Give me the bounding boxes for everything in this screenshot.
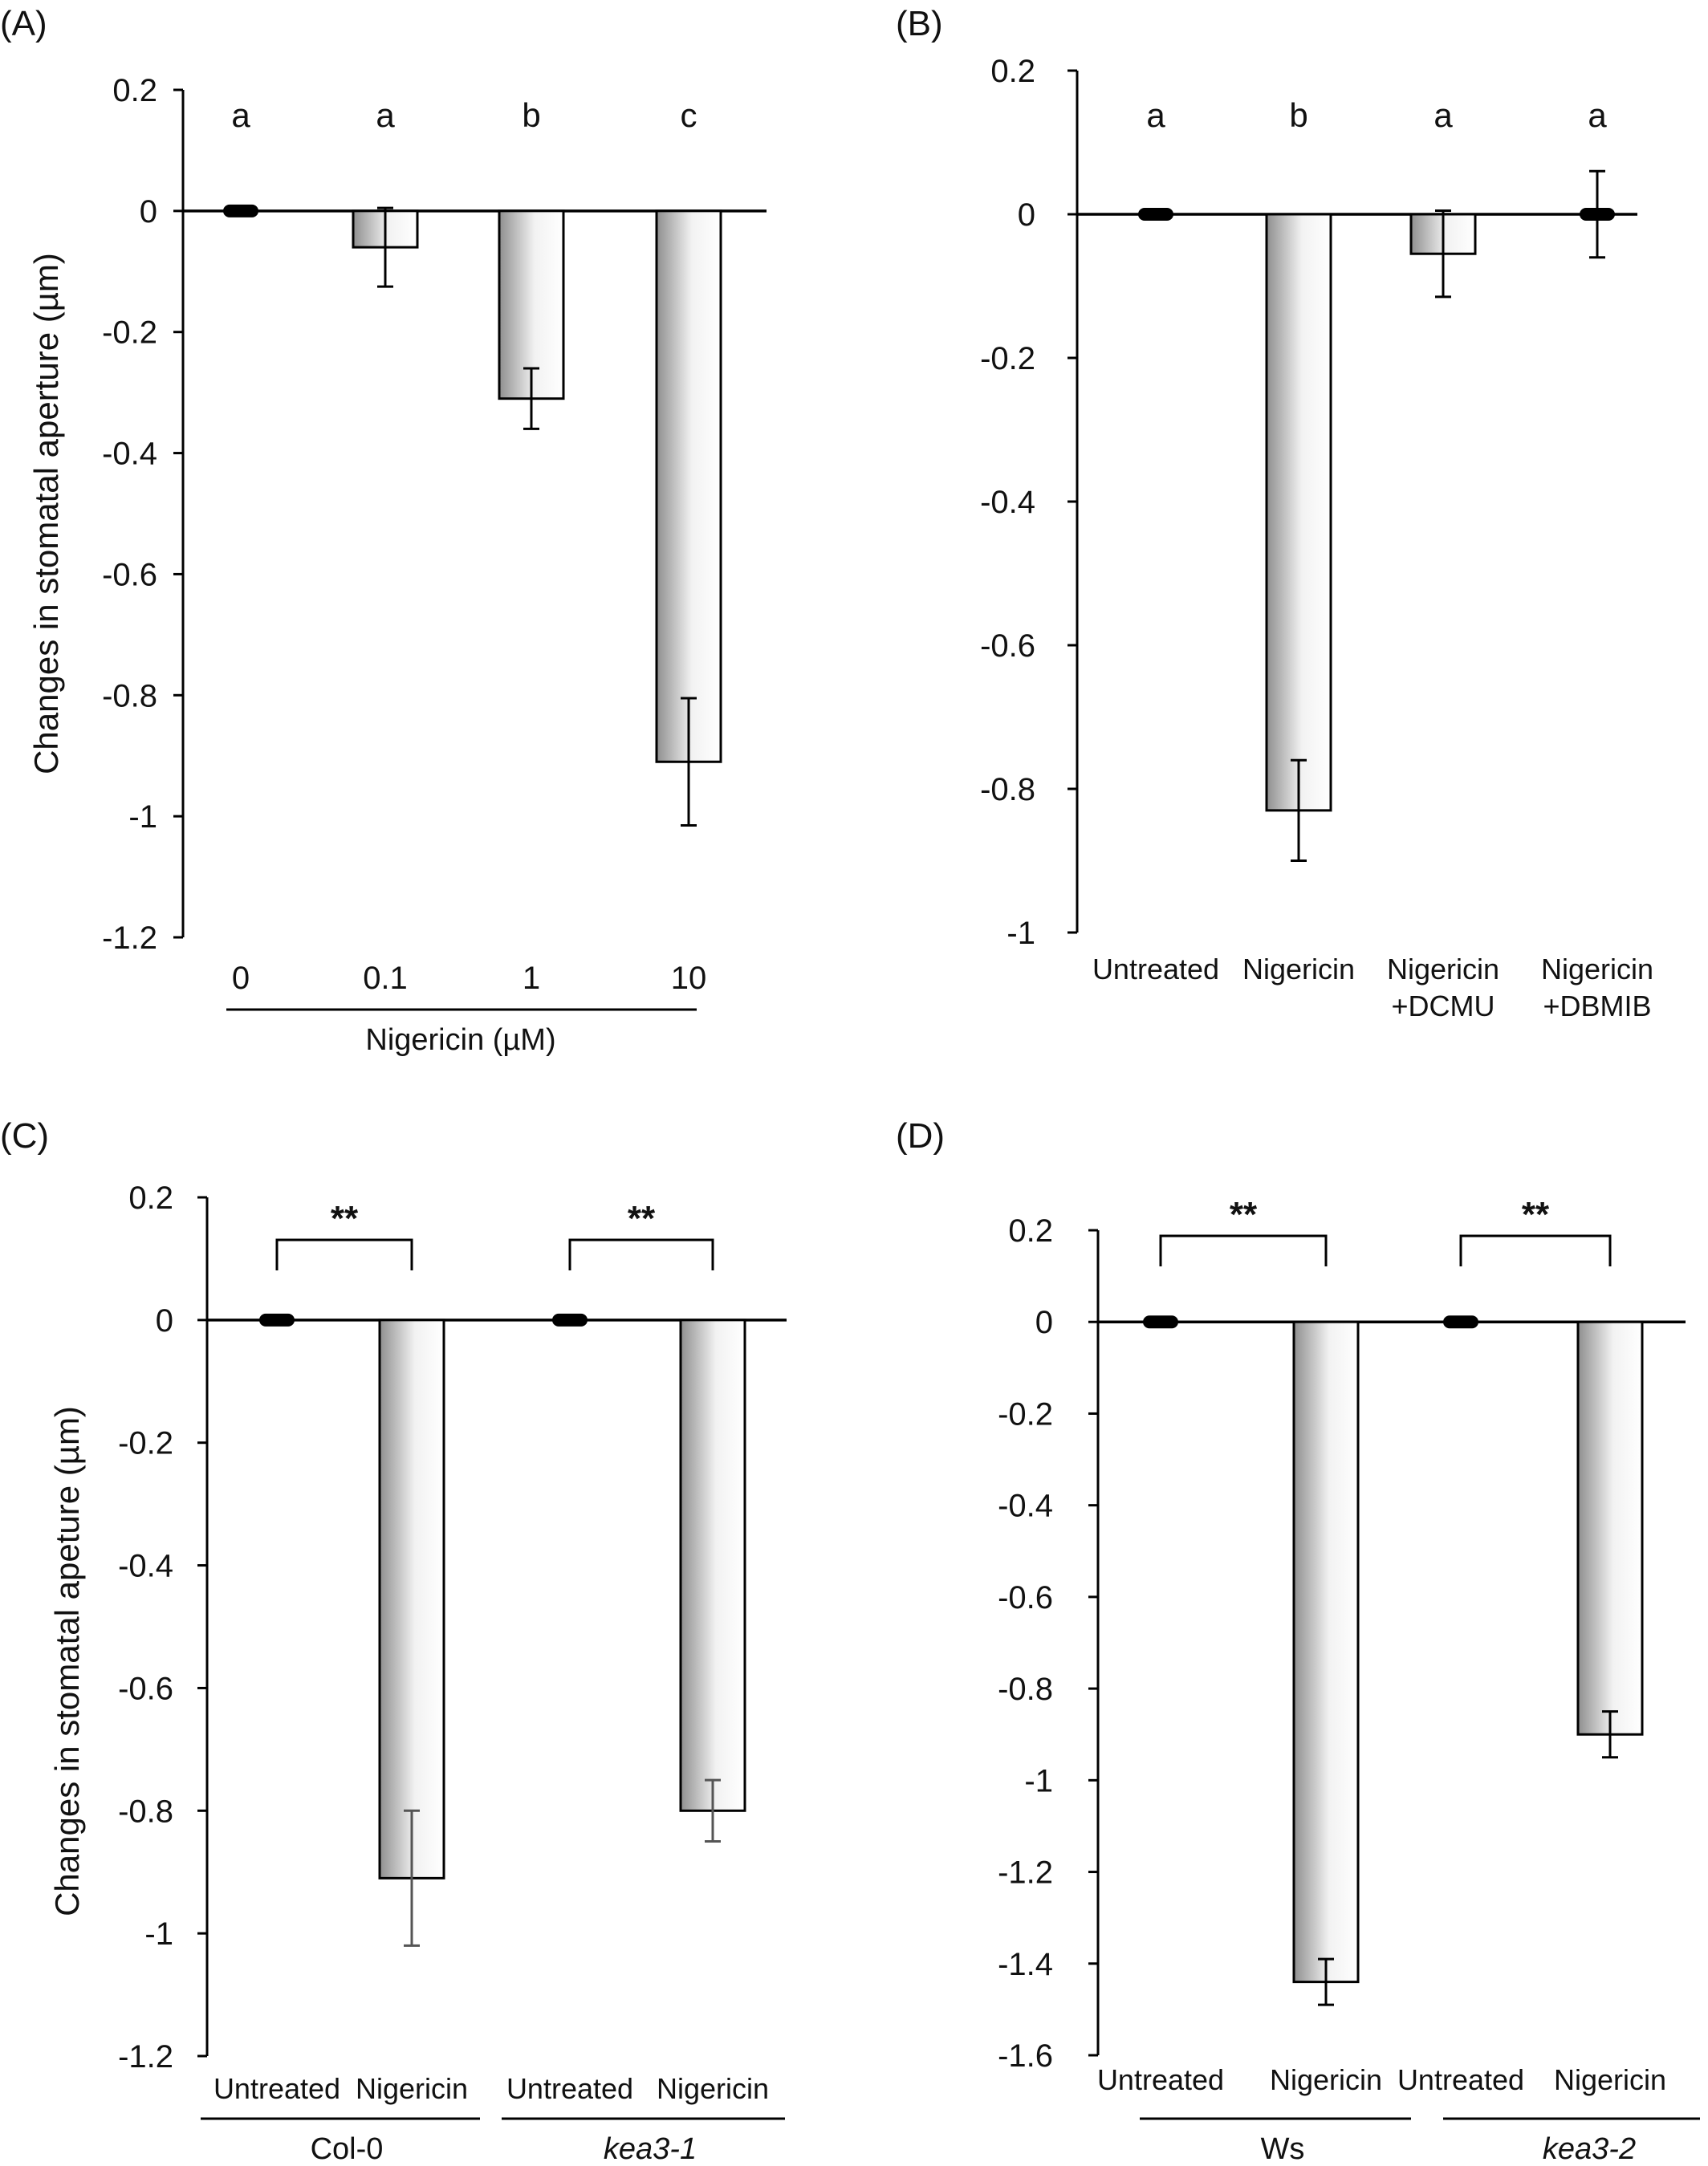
panel-a-label: (A) (0, 4, 47, 43)
panel-b-y-tick-label: -0.2 (980, 341, 1035, 376)
panel-d-y-tick-label: -1.2 (998, 1855, 1053, 1891)
panel-a-y-tick-label: -0.8 (102, 678, 157, 713)
panel-a-plot: 0.2 0 -0.2 -0.4 -0.6 -0.8 -1 -1.2 a a b c 0 0.1 1 10 (102, 73, 767, 1011)
panel-a-y-tick-label: 0.2 (112, 73, 157, 108)
panel-c-significance-bracket (568, 1238, 714, 1270)
panel-d-bar-zero (1443, 1315, 1478, 1329)
panel-c-bar-zero (259, 1313, 295, 1327)
panel-d-y-tick-label: -1 (1024, 1763, 1053, 1798)
panel-d: (D) 0.2 0 -0.2 -0.4 -0.6 -0.8 -1 -1.2 -1.4 -1.6 Un… (896, 1116, 1700, 2166)
panel-a-bar (655, 209, 722, 763)
panel-a-x-axis-label: Nigericin (µM) (365, 1023, 555, 1057)
panel-b-label: (B) (896, 4, 943, 43)
panel-b-significance-letter: a (1434, 96, 1453, 134)
panel-c-bar-zero (552, 1313, 588, 1327)
panel-c-y-tick-label: 0.2 (128, 1181, 173, 1216)
panel-a-y-tick-label: -1 (128, 799, 157, 835)
panel-b-x-tick-label: Nigericin (1387, 953, 1499, 985)
panel-c-y-tick-label: -1.2 (118, 2039, 173, 2075)
panel-d-y-tick-label: 0.2 (1008, 1213, 1053, 1249)
panel-d-y-tick-label: -1.4 (998, 1947, 1053, 1982)
panel-d-y-tick-label: 0 (1035, 1305, 1053, 1340)
panel-a: (A) Changes in stomatal aperture (µm) 0.… (0, 4, 767, 1057)
panel-a-y-tick-label: -0.4 (102, 437, 157, 472)
panel-d-x-tick-label: Untreated (1397, 2063, 1524, 2096)
panel-c-significance-stars: ** (331, 1199, 359, 1238)
panel-b-x-tick-label: Nigericin (1242, 953, 1355, 985)
panel-a-y-tick-label: 0 (140, 194, 157, 230)
panel-b-significance-letter: a (1588, 96, 1607, 134)
panel-b-significance-letter: b (1289, 96, 1307, 134)
panel-d-bar (1576, 1320, 1644, 1736)
panel-d-y-tick-label: -0.6 (998, 1580, 1053, 1615)
panel-c-y-tick-label: -0.8 (118, 1794, 173, 1829)
panel-a-y-tick-label: -1.2 (102, 920, 157, 956)
panel-a-y-tick-label: -0.2 (102, 315, 157, 351)
panel-a-significance-letter: a (231, 96, 250, 134)
panel-d-x-tick-label: Untreated (1097, 2063, 1224, 2096)
panel-d-label: (D) (896, 1116, 945, 1156)
panel-d-plot: 0.2 0 -0.2 -0.4 -0.6 -0.8 -1 -1.2 -1.4 -1.6 Untrea… (998, 1195, 1700, 2120)
panel-d-significance-stars: ** (1522, 1195, 1550, 1234)
panel-b-significance-letter: a (1146, 96, 1165, 134)
panel-b: (B) 0.2 0 -0.2 -0.4 -0.6 -0.8 -1 a b a a Untreated N… (896, 4, 1653, 1022)
panel-b-x-tick-label: +DBMIB (1543, 990, 1651, 1022)
panel-d-y-tick-label: -0.4 (998, 1489, 1053, 1524)
panel-d-y-tick-label: -0.8 (998, 1672, 1053, 1707)
panel-d-bar-zero (1143, 1315, 1178, 1329)
panel-c-x-tick-label: Untreated (506, 2072, 633, 2105)
panel-c-y-tick-label: 0 (156, 1303, 173, 1339)
panel-d-group-kea3-2: kea3-2 (1543, 2132, 1636, 2166)
panel-b-y-tick-label: -1 (1007, 916, 1035, 951)
panel-a-y-axis-label: Changes in stomatal aperture (µm) (27, 253, 65, 774)
panel-a-y-tick-label: -0.6 (102, 557, 157, 592)
panel-c-plot: 0.2 0 -0.2 -0.4 -0.6 -0.8 -1 -1.2 Untreated Niger… (118, 1181, 787, 2120)
panel-a-x-tick-label: 0 (232, 961, 250, 996)
panel-c-bar (679, 1319, 746, 1812)
panel-c-y-tick-label: -1 (144, 1916, 173, 1952)
panel-b-x-tick-label: +DCMU (1391, 990, 1494, 1022)
panel-b-y-tick-label: 0.2 (990, 54, 1035, 89)
panel-a-bar-zero (223, 204, 258, 217)
panel-c-x-tick-label: Untreated (214, 2072, 340, 2105)
panel-c-y-tick-label: -0.4 (118, 1549, 173, 1584)
panel-a-x-tick-label: 10 (671, 961, 707, 996)
panel-a-significance-letter: b (522, 96, 540, 134)
panel-c-group-kea3-1: kea3-1 (604, 2132, 697, 2166)
panel-c-bar (378, 1319, 445, 1880)
panel-c-significance-bracket (275, 1238, 413, 1270)
panel-d-bar (1292, 1320, 1360, 1984)
panel-b-x-tick-label: Untreated (1092, 953, 1219, 985)
panel-d-group-ws: Ws (1261, 2132, 1305, 2166)
panel-c-x-tick-label: Nigericin (356, 2072, 468, 2105)
panel-b-y-tick-label: 0 (1018, 197, 1035, 233)
panel-a-significance-letter: c (681, 96, 697, 134)
panel-c: (C) Changes in stomatal apeture (µm) 0.2… (0, 1116, 787, 2166)
panel-b-y-tick-label: -0.6 (980, 628, 1035, 664)
panel-c-group-col0: Col-0 (311, 2132, 384, 2166)
panel-d-y-tick-label: -0.2 (998, 1396, 1053, 1432)
panel-c-label: (C) (0, 1116, 49, 1156)
panel-c-y-tick-label: -0.2 (118, 1426, 173, 1461)
panel-d-significance-bracket (1459, 1234, 1612, 1266)
panel-c-y-tick-label: -0.6 (118, 1671, 173, 1706)
panel-b-bar (1265, 213, 1332, 812)
panel-c-y-axis-label: Changes in stomatal apeture (µm) (48, 1406, 86, 1916)
panel-b-plot: 0.2 0 -0.2 -0.4 -0.6 -0.8 -1 a b a a Untreated Niger… (980, 54, 1653, 1022)
panel-d-y-tick-label: -1.6 (998, 2038, 1053, 2074)
panel-b-x-tick-label: Nigericin (1541, 953, 1653, 985)
panel-d-x-tick-label: Nigericin (1554, 2063, 1666, 2096)
panel-a-x-tick-label: 0.1 (363, 961, 408, 996)
panel-d-significance-stars: ** (1230, 1195, 1258, 1234)
panel-c-x-tick-label: Nigericin (657, 2072, 769, 2105)
panel-a-x-tick-label: 1 (523, 961, 540, 996)
panel-b-y-tick-label: -0.4 (980, 485, 1035, 520)
panel-a-significance-letter: a (376, 96, 395, 134)
panel-b-y-tick-label: -0.8 (980, 772, 1035, 807)
panel-d-significance-bracket (1159, 1234, 1328, 1266)
panel-d-x-tick-label: Nigericin (1270, 2063, 1382, 2096)
panel-b-bar-zero (1138, 208, 1173, 221)
panel-c-significance-stars: ** (628, 1199, 656, 1238)
